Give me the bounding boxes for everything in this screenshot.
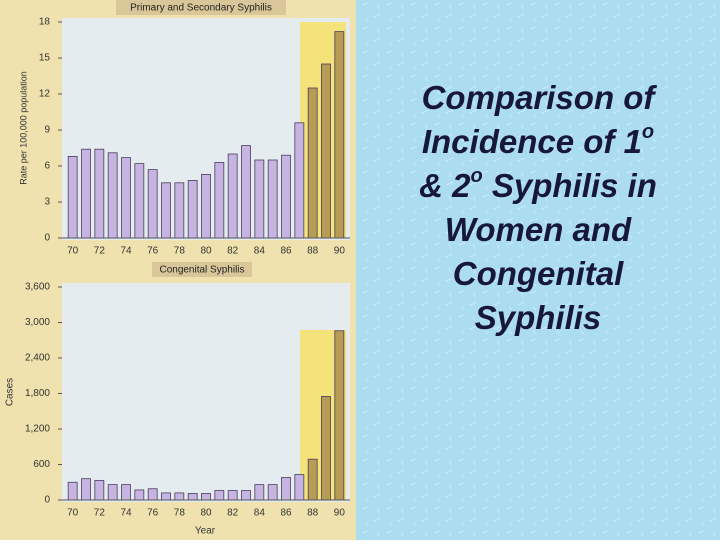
chart-title: Primary and Secondary Syphilis — [130, 3, 272, 14]
x-tick-label: 70 — [67, 508, 79, 519]
bar — [241, 145, 251, 239]
y-tick-label: 2,400 — [25, 353, 50, 364]
x-tick-label: 78 — [174, 508, 186, 519]
superscript: o — [642, 121, 654, 143]
bar — [174, 182, 185, 239]
title-line: Syphilis — [475, 299, 602, 336]
bar — [281, 154, 291, 239]
y-tick-label: 3,000 — [25, 317, 50, 328]
y-tick-label: 3,600 — [25, 282, 50, 293]
bar — [281, 477, 291, 501]
x-tick-label: 74 — [120, 508, 132, 519]
bar — [94, 148, 105, 239]
bar — [227, 490, 238, 501]
x-axis-label: Year — [195, 526, 216, 537]
title-line: Comparison of — [422, 79, 658, 116]
x-tick-label: 72 — [94, 508, 106, 519]
bar — [254, 159, 265, 239]
superscript: o — [470, 165, 482, 187]
title-line: Women and — [445, 211, 632, 248]
bar — [294, 474, 305, 501]
bar — [334, 31, 345, 239]
bar — [81, 148, 91, 239]
bar — [121, 484, 131, 501]
x-tick-label: 84 — [254, 246, 266, 257]
bar — [134, 489, 145, 501]
bar — [134, 163, 145, 239]
chart-title: Congenital Syphilis — [159, 265, 244, 276]
bar — [307, 87, 318, 239]
title-rest: Syphilis in — [483, 167, 657, 204]
y-tick-label: 0 — [44, 495, 50, 506]
bar — [267, 484, 278, 501]
x-tick-label: 88 — [307, 508, 319, 519]
bar — [241, 490, 251, 501]
bar — [67, 481, 78, 501]
x-tick-label: 76 — [147, 508, 159, 519]
x-tick-label: 82 — [227, 246, 239, 257]
bar — [147, 169, 158, 239]
bar — [201, 173, 211, 239]
x-tick-label: 90 — [334, 508, 346, 519]
bar — [161, 182, 171, 239]
y-tick-label: 9 — [44, 125, 50, 136]
y-tick-label: 600 — [33, 459, 50, 470]
bar — [321, 396, 331, 501]
x-tick-label: 78 — [174, 246, 186, 257]
y-tick-label: 15 — [39, 53, 51, 64]
bar — [267, 159, 278, 239]
bar — [107, 484, 118, 501]
x-tick-label: 82 — [227, 508, 239, 519]
title-line: & 2 — [419, 167, 471, 204]
bar — [307, 458, 318, 501]
bar — [81, 478, 91, 501]
x-tick-label: 90 — [334, 246, 346, 257]
x-tick-label: 72 — [94, 246, 106, 257]
bar — [334, 330, 345, 501]
bar — [214, 490, 225, 501]
bar — [174, 492, 185, 501]
bar — [67, 155, 78, 239]
bar — [294, 122, 305, 239]
bar — [201, 493, 211, 501]
bar — [94, 480, 105, 501]
y-axis-label: Rate per 100,000 population — [18, 71, 28, 185]
y-axis-label: Cases — [5, 378, 16, 406]
title-box — [116, 0, 286, 15]
bar — [254, 484, 265, 501]
bar — [187, 179, 198, 239]
bar — [214, 161, 225, 239]
x-tick-label: 80 — [200, 246, 212, 257]
y-tick-label: 1,200 — [25, 424, 50, 435]
x-tick-label: 84 — [254, 508, 266, 519]
x-tick-label: 86 — [280, 508, 292, 519]
title-line: Congenital — [453, 255, 624, 292]
bar — [321, 63, 331, 239]
y-tick-label: 3 — [44, 197, 50, 208]
x-tick-label: 74 — [120, 246, 132, 257]
x-tick-label: 70 — [67, 246, 79, 257]
y-tick-label: 18 — [39, 17, 51, 28]
bar — [107, 152, 118, 239]
x-tick-label: 88 — [307, 246, 319, 257]
y-tick-label: 6 — [44, 161, 50, 172]
x-tick-label: 80 — [200, 508, 212, 519]
bar — [187, 493, 198, 501]
bar — [147, 488, 158, 501]
bar — [161, 492, 171, 501]
x-tick-label: 86 — [280, 246, 292, 257]
y-tick-label: 0 — [44, 233, 50, 244]
y-tick-label: 1,800 — [25, 388, 50, 399]
title-line: Incidence of 1 — [422, 123, 642, 160]
title-box — [152, 262, 252, 277]
y-tick-label: 12 — [39, 89, 51, 100]
bar — [227, 153, 238, 239]
x-tick-label: 76 — [147, 246, 159, 257]
slide-title: Comparison of Incidence of 1o & 2o Syphili… — [419, 79, 657, 336]
bar — [121, 157, 131, 239]
